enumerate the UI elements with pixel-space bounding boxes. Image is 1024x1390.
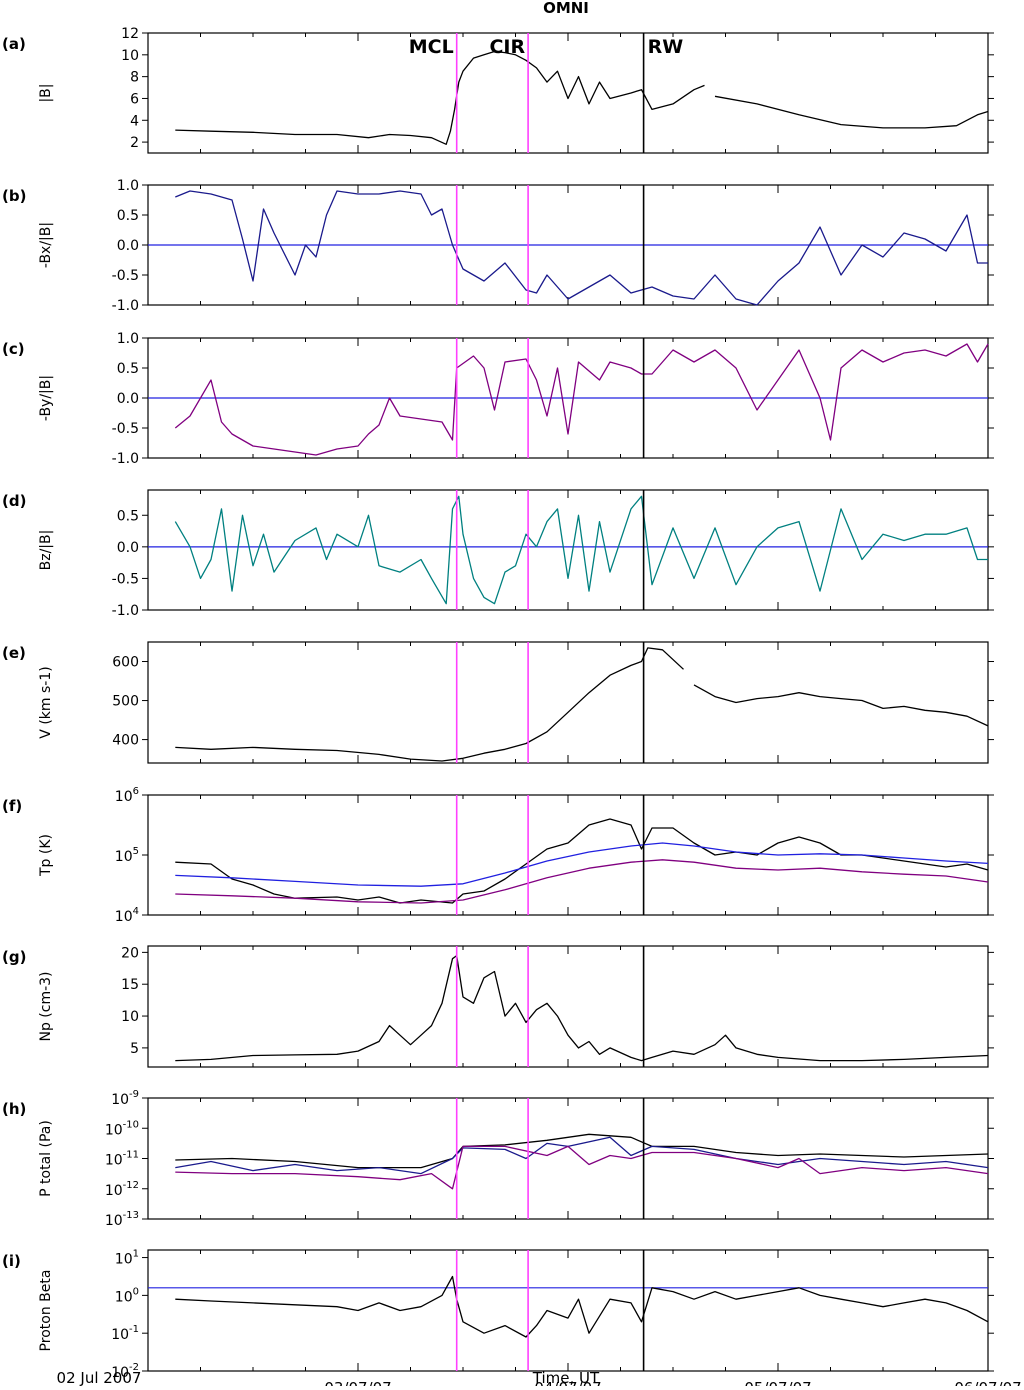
panel-7-ytick-label: 10 [121, 1009, 139, 1025]
panel-3-ylabel: -By/|B| [38, 375, 54, 421]
panel-6-ytick-label: 104 [115, 906, 139, 925]
panel-9-ytick-label: 101 [115, 1249, 139, 1268]
panel-1-ytick-label: 8 [130, 70, 139, 86]
panel-9-letter: (i) [2, 1252, 21, 1270]
panel-7-ytick-label: 15 [121, 977, 139, 993]
panel-5-ytick-label: 600 [112, 655, 139, 671]
panel-9-ylabel: Proton Beta [38, 1270, 54, 1352]
panel-5-ytick-label: 500 [112, 694, 139, 710]
panel-8-ylabel: P total (Pa) [38, 1120, 54, 1197]
panel-6-ylabel: Tp (K) [38, 834, 54, 877]
panel-1-letter: (a) [2, 35, 26, 53]
panel-3-ytick-label: 0.0 [117, 391, 139, 407]
panel-6-series-3 [175, 859, 989, 904]
panel-6-series-1 [175, 818, 989, 904]
chart-title: OMNI [543, 0, 589, 17]
panel-1-ytick-label: 6 [130, 91, 139, 107]
panel-3-ytick-label: 0.5 [117, 361, 139, 377]
event-label-rw: RW [648, 36, 684, 58]
panel-5-ytick-label: 400 [112, 733, 139, 749]
panel-2-ytick-label: -1.0 [112, 298, 139, 314]
x-tick-label: 05/07/07 [744, 1379, 811, 1386]
panel-3-series-1 [174, 343, 989, 456]
panel-5-series-1 [175, 647, 684, 762]
panel-7-letter: (g) [2, 948, 26, 966]
panel-3-ytick-label: -1.0 [112, 451, 139, 467]
start-date-label: 02 Jul 2007 [57, 1369, 142, 1386]
panel-2-ytick-label: 1.0 [117, 178, 139, 194]
panel-7-ytick-label: 20 [121, 945, 139, 961]
panel-5-ylabel: V (km s-1) [38, 666, 54, 738]
event-label-cir: CIR [489, 36, 525, 58]
panel-2-ytick-label: -0.5 [112, 268, 139, 284]
panel-3-ytick-label: -0.5 [112, 421, 139, 437]
panel-4-ylabel: Bz/|B| [38, 530, 54, 571]
panel-7-frame [147, 945, 989, 1068]
panel-9-ytick-label: 100 [115, 1286, 139, 1305]
panel-7-ytick-label: 5 [130, 1041, 139, 1057]
panel-5-series-2 [693, 684, 989, 727]
x-tick-label: 03/07/07 [324, 1379, 391, 1386]
panel-3-ytick-label: 1.0 [117, 331, 139, 347]
panel-9-ytick-label: 10-2 [111, 1362, 139, 1381]
panel-1-ytick-label: 12 [121, 26, 139, 42]
panel-6-series-2 [175, 842, 989, 887]
panel-4-ytick-label: 0.5 [117, 508, 139, 524]
panel-4-series-1 [174, 495, 988, 605]
panel-2-series-1 [175, 190, 988, 306]
panel-6-ytick-label: 106 [115, 786, 139, 805]
panel-8-ytick-label: 10-10 [105, 1119, 139, 1138]
panel-2-letter: (b) [2, 187, 26, 205]
panel-8-ytick-label: 10-12 [105, 1180, 139, 1199]
panel-8-series-2 [175, 1136, 989, 1175]
panel-1-ylabel: |B| [38, 83, 54, 102]
panel-9-frame [147, 1249, 989, 1372]
panel-8-letter: (h) [2, 1100, 26, 1118]
panel-1-series-2 [714, 95, 989, 129]
panel-8-frame [147, 1097, 989, 1220]
panel-2-ytick-label: 0.5 [117, 208, 139, 224]
panel-4-ytick-label: -1.0 [112, 603, 139, 619]
panel-8-ytick-label: 10-9 [111, 1089, 139, 1108]
panel-5-letter: (e) [2, 644, 26, 662]
panel-2-ylabel: -Bx/|B| [38, 222, 54, 268]
panel-8-ytick-label: 10-11 [105, 1150, 139, 1169]
panel-8-series-1 [175, 1133, 989, 1169]
panel-1-ytick-label: 4 [130, 113, 139, 129]
panel-9-ytick-label: 10-1 [111, 1324, 139, 1343]
panel-7-series-1 [175, 954, 989, 1062]
x-tick-label: 06/07/07 [954, 1379, 1021, 1386]
panel-6-ytick-label: 105 [115, 846, 139, 865]
panel-7-ylabel: Np (cm-3) [38, 971, 54, 1041]
panel-5-frame [147, 641, 989, 764]
panel-2-ytick-label: 0.0 [117, 238, 139, 254]
event-label-mcl: MCL [409, 36, 454, 58]
x-tick-label: 04/07/07 [534, 1379, 601, 1386]
panel-4-frame [147, 489, 989, 611]
panel-1-ytick-label: 2 [130, 135, 139, 151]
panel-3-letter: (c) [2, 340, 25, 358]
panel-8-ytick-label: 10-13 [105, 1210, 139, 1229]
panel-1-frame [147, 32, 989, 154]
panel-1-ytick-label: 10 [121, 48, 139, 64]
panel-1-series-1 [175, 50, 705, 145]
panel-4-letter: (d) [2, 492, 26, 510]
panel-9-series-1 [175, 1275, 989, 1338]
panel-6-letter: (f) [2, 797, 22, 815]
panel-4-ytick-label: 0.0 [117, 540, 139, 556]
panel-8-series-3 [175, 1145, 989, 1190]
x-axis-label: Time, UT [532, 1369, 600, 1386]
panel-4-ytick-label: -0.5 [112, 571, 139, 587]
